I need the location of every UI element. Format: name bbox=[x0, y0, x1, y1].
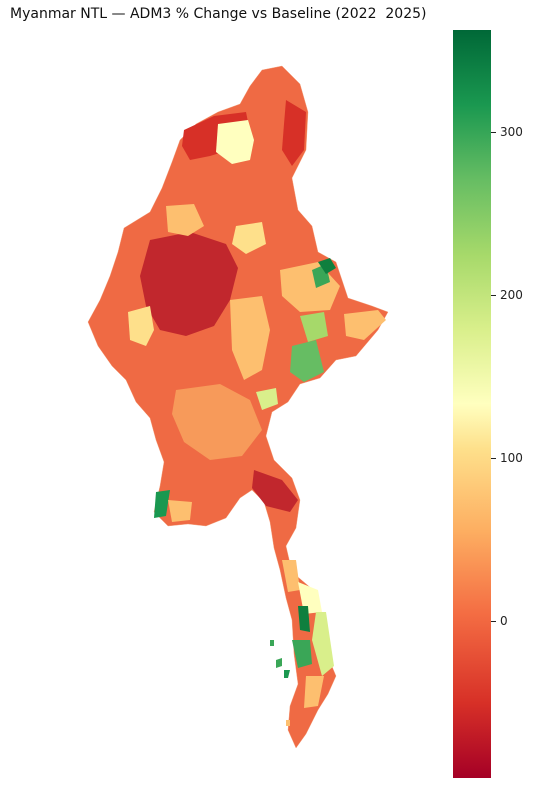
colorbar-tick bbox=[491, 458, 496, 459]
colorbar-tick bbox=[491, 295, 496, 296]
colorbar bbox=[453, 30, 491, 778]
region-shan-yellow bbox=[232, 222, 266, 254]
region-south-central-orange bbox=[172, 384, 262, 460]
region-far-east-orange bbox=[344, 310, 386, 340]
colorbar-tick-label: 0 bbox=[500, 614, 508, 628]
island-speck bbox=[286, 720, 290, 726]
region-east-light-green bbox=[300, 312, 328, 342]
region-south-light-green bbox=[312, 612, 334, 676]
region-delta-light-orange bbox=[168, 500, 192, 522]
region-north-pale bbox=[216, 120, 254, 164]
region-south-green bbox=[292, 640, 312, 668]
island-speck bbox=[276, 658, 282, 668]
choropleth-map bbox=[87, 65, 389, 749]
region-south-light-orange bbox=[282, 560, 300, 592]
colorbar-tick-label: 300 bbox=[500, 125, 523, 139]
region-east-green bbox=[290, 340, 324, 382]
colorbar-tick-label: 200 bbox=[500, 288, 523, 302]
region-south-tip-light-orange bbox=[304, 676, 324, 708]
region-northeast-dark-green bbox=[318, 258, 336, 274]
region-northwest-orange bbox=[166, 204, 204, 236]
region-bago-red bbox=[252, 470, 298, 512]
region-center-light-orange bbox=[230, 296, 270, 380]
island-speck bbox=[270, 640, 274, 646]
colorbar-tick-label: 100 bbox=[500, 451, 523, 465]
region-delta-green bbox=[154, 490, 170, 518]
map-title: Myanmar NTL — ADM3 % Change vs Baseline … bbox=[10, 6, 427, 22]
region-east-pale-green bbox=[256, 388, 278, 410]
colorbar-tick bbox=[491, 621, 496, 622]
region-west-pale bbox=[128, 306, 154, 346]
region-central-deep-red bbox=[140, 232, 238, 336]
region-south-dark-green bbox=[298, 606, 310, 632]
region-northeast-red bbox=[282, 100, 306, 166]
colorbar-tick bbox=[491, 132, 496, 133]
island-speck bbox=[284, 670, 290, 678]
